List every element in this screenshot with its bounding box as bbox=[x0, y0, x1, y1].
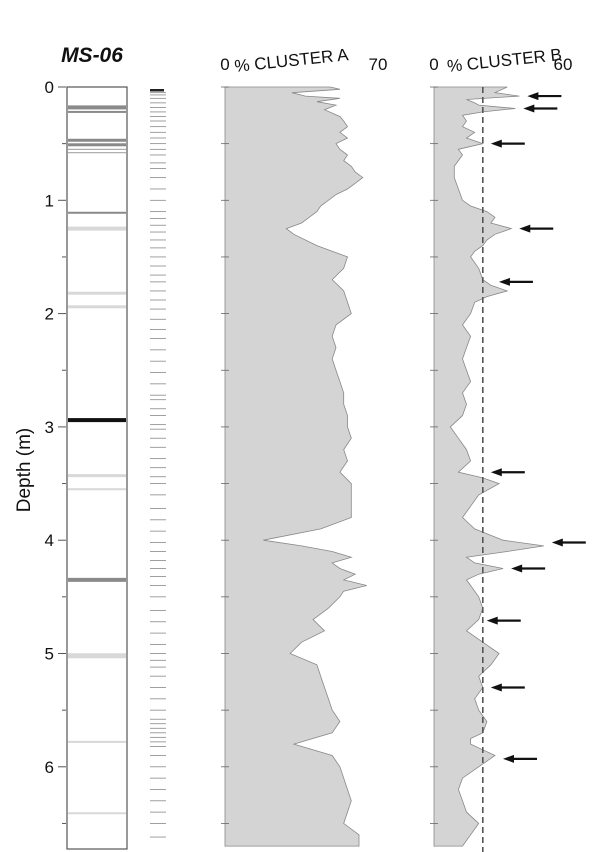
cluster-b-depth-ticks bbox=[430, 86, 438, 824]
core-band bbox=[68, 653, 126, 659]
cluster-a-panel: % CLUSTER A 0 70 bbox=[220, 45, 388, 847]
depth-tick-label: 6 bbox=[45, 758, 54, 777]
core-band bbox=[68, 143, 126, 147]
cluster-a-tick-min: 0 bbox=[220, 55, 229, 74]
core-band bbox=[68, 110, 126, 113]
depth-tick-label: 1 bbox=[45, 191, 54, 210]
core-log-frame bbox=[66, 86, 128, 850]
core-log bbox=[66, 86, 128, 850]
arrow-head bbox=[511, 564, 523, 573]
core-band bbox=[68, 211, 126, 214]
depth-tick-label: 5 bbox=[45, 645, 54, 664]
depth-tick-labels: 0 1 2 3 4 5 6 bbox=[45, 78, 66, 824]
depth-tick-label: 2 bbox=[45, 305, 54, 324]
core-band bbox=[68, 152, 126, 154]
arrow-head bbox=[490, 139, 502, 148]
arrow-head bbox=[486, 616, 498, 625]
core-title: MS-06 bbox=[61, 44, 123, 67]
core-band bbox=[68, 418, 126, 423]
core-band bbox=[68, 226, 126, 231]
depth-tick-label: 4 bbox=[45, 531, 54, 550]
cluster-a-area bbox=[224, 86, 367, 847]
core-band bbox=[68, 474, 126, 478]
cluster-b-panel: % CLUSTER B 0 60 bbox=[429, 45, 586, 852]
core-band bbox=[68, 740, 126, 743]
core-band bbox=[68, 148, 126, 150]
arrow-head bbox=[503, 754, 514, 763]
depth-tick-label: 3 bbox=[45, 418, 54, 437]
core-band bbox=[68, 488, 126, 491]
cluster-b-tick-min: 0 bbox=[429, 55, 438, 74]
cluster-a-tick-max: 70 bbox=[369, 55, 388, 74]
core-band bbox=[68, 138, 126, 142]
arrow-head bbox=[490, 468, 502, 477]
cluster-a-depth-ticks bbox=[221, 86, 229, 824]
sample-ticks bbox=[150, 89, 166, 838]
core-band bbox=[68, 577, 126, 582]
arrow-head bbox=[527, 92, 539, 101]
depth-tick-label: 0 bbox=[45, 78, 54, 97]
arrow-head bbox=[523, 104, 535, 113]
core-band bbox=[68, 812, 126, 815]
arrow-head bbox=[551, 538, 563, 547]
arrow-head bbox=[498, 277, 510, 286]
sample-top-mark bbox=[150, 89, 164, 92]
cluster-b-area bbox=[433, 86, 544, 847]
cluster-b-arrows bbox=[486, 92, 586, 763]
cluster-b-tick-max: 60 bbox=[554, 55, 573, 74]
core-band bbox=[68, 305, 126, 309]
depth-axis-label: Depth (m) bbox=[14, 428, 35, 512]
core-band bbox=[68, 291, 126, 295]
core-band bbox=[68, 105, 126, 110]
arrow-head bbox=[519, 224, 531, 233]
cluster-b-title: % CLUSTER B bbox=[446, 45, 563, 76]
arrow-head bbox=[490, 683, 502, 692]
cluster-a-title: % CLUSTER A bbox=[234, 45, 350, 76]
